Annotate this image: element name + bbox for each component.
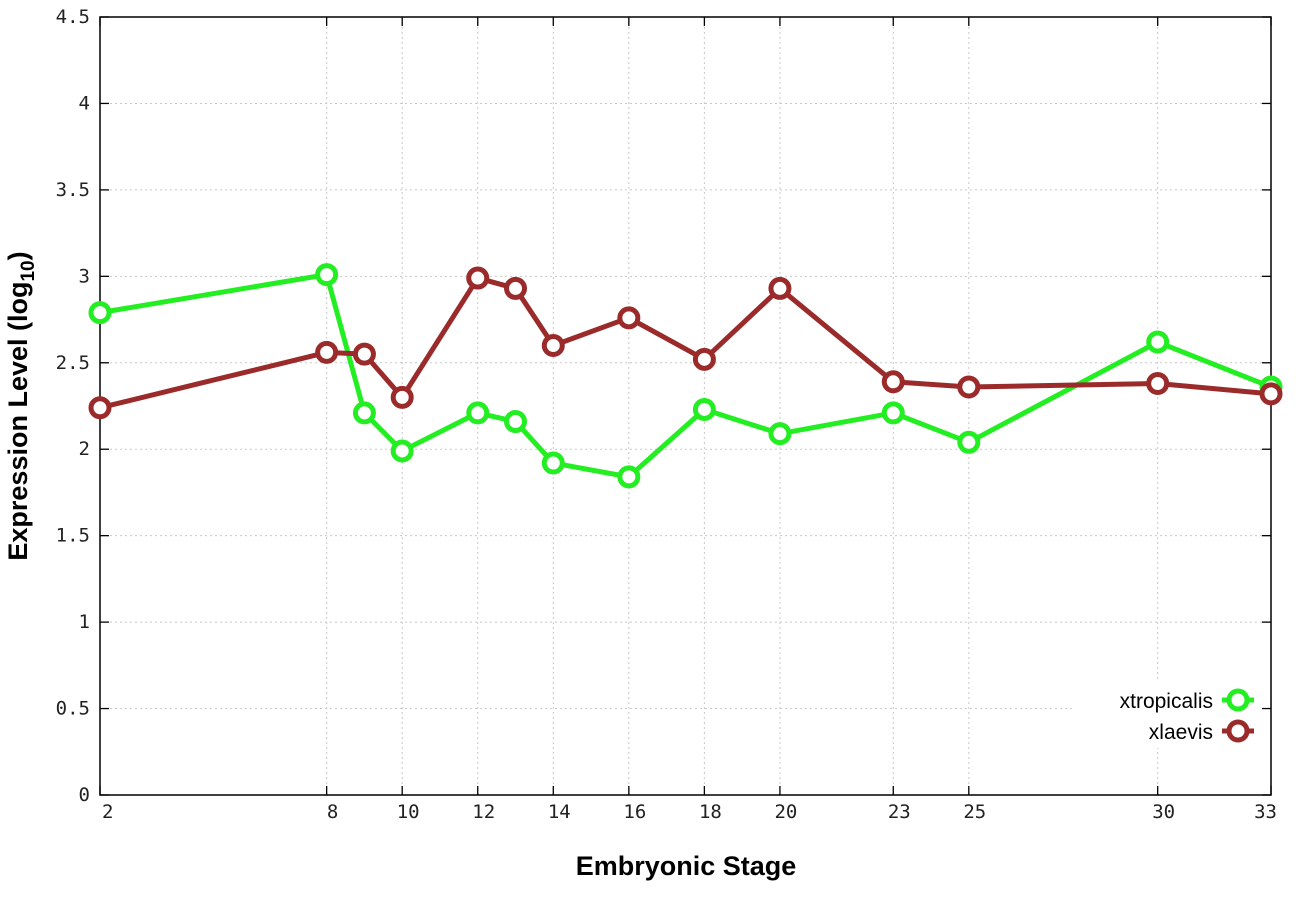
y-tick-label: 4 — [79, 92, 90, 114]
data-point-xlaevis — [617, 306, 641, 330]
x-axis-title: Embryonic Stage — [576, 851, 797, 881]
data-point-xlaevis — [352, 342, 376, 366]
data-point-xlaevis — [1146, 372, 1170, 396]
x-tick-label: 14 — [548, 801, 571, 823]
x-tick-label: 18 — [699, 801, 722, 823]
series-line-xlaevis — [99, 275, 1272, 411]
x-tick-label: 8 — [327, 801, 338, 823]
x-tick-label: 20 — [774, 801, 797, 823]
data-point-xlaevis — [541, 333, 565, 357]
y-tick-label: 4.5 — [56, 6, 90, 28]
y-tick-label: 1.5 — [56, 525, 90, 547]
data-point-xtropicalis — [881, 401, 905, 425]
grid-lines — [100, 17, 1271, 795]
legend-swatch-marker-xtropicalis — [1226, 688, 1250, 712]
data-point-xtropicalis — [957, 430, 981, 454]
plot-frame — [99, 16, 1272, 796]
x-tick-label: 33 — [1254, 801, 1277, 823]
series-lines — [88, 263, 1283, 489]
data-point-xlaevis — [957, 375, 981, 399]
data-point-xlaevis — [881, 370, 905, 394]
y-tick-label: 0.5 — [56, 698, 90, 720]
data-point-xlaevis — [390, 385, 414, 409]
data-point-xlaevis — [315, 340, 339, 364]
data-point-xtropicalis — [768, 422, 792, 446]
y-tick-label: 3.5 — [56, 179, 90, 201]
data-point-xtropicalis — [1146, 330, 1170, 354]
legend: xtropicalis xlaevis — [1072, 682, 1262, 748]
legend-label-xtropicalis: xtropicalis — [1120, 690, 1213, 713]
y-axis-title-subscript: 10 — [18, 260, 39, 281]
x-tick-label: 30 — [1152, 801, 1175, 823]
data-point-xlaevis — [504, 276, 528, 300]
data-point-xtropicalis — [504, 410, 528, 434]
data-point-xtropicalis — [617, 465, 641, 489]
legend-label-xlaevis: xlaevis — [1149, 721, 1213, 744]
y-axis-title-close: ) — [3, 251, 33, 260]
x-tick-label: 10 — [397, 801, 420, 823]
series-line-xtropicalis — [99, 272, 1272, 480]
axis-ticks: 0 0.5 1 1.5 2 2.5 3 3.5 4 4.5 2 8 10 12 14 16 18 20 23 25 30… — [56, 6, 1277, 823]
legend-swatch-marker-xlaevis — [1226, 719, 1250, 743]
data-point-xtropicalis — [390, 439, 414, 463]
x-tick-label: 16 — [623, 801, 646, 823]
x-tick-label: 23 — [888, 801, 911, 823]
x-tick-label: 12 — [472, 801, 495, 823]
y-tick-label: 0 — [79, 784, 90, 806]
data-point-xlaevis — [466, 266, 490, 290]
data-point-xtropicalis — [692, 397, 716, 421]
data-point-xtropicalis — [352, 401, 376, 425]
data-point-xtropicalis — [466, 401, 490, 425]
data-point-xlaevis — [692, 347, 716, 371]
data-point-xlaevis — [88, 396, 112, 420]
data-point-xtropicalis — [88, 301, 112, 325]
data-point-xtropicalis — [315, 263, 339, 287]
y-axis-title: Expression Level (log10) — [3, 251, 39, 560]
data-point-xtropicalis — [541, 451, 565, 475]
y-tick-label: 3 — [79, 265, 90, 287]
x-tick-label: 25 — [963, 801, 986, 823]
y-tick-label: 1 — [79, 611, 90, 633]
x-tick-label: 2 — [102, 801, 113, 823]
data-point-xlaevis — [1259, 382, 1283, 406]
y-tick-label: 2.5 — [56, 352, 90, 374]
data-point-xlaevis — [768, 276, 792, 300]
y-tick-label: 2 — [79, 438, 90, 460]
